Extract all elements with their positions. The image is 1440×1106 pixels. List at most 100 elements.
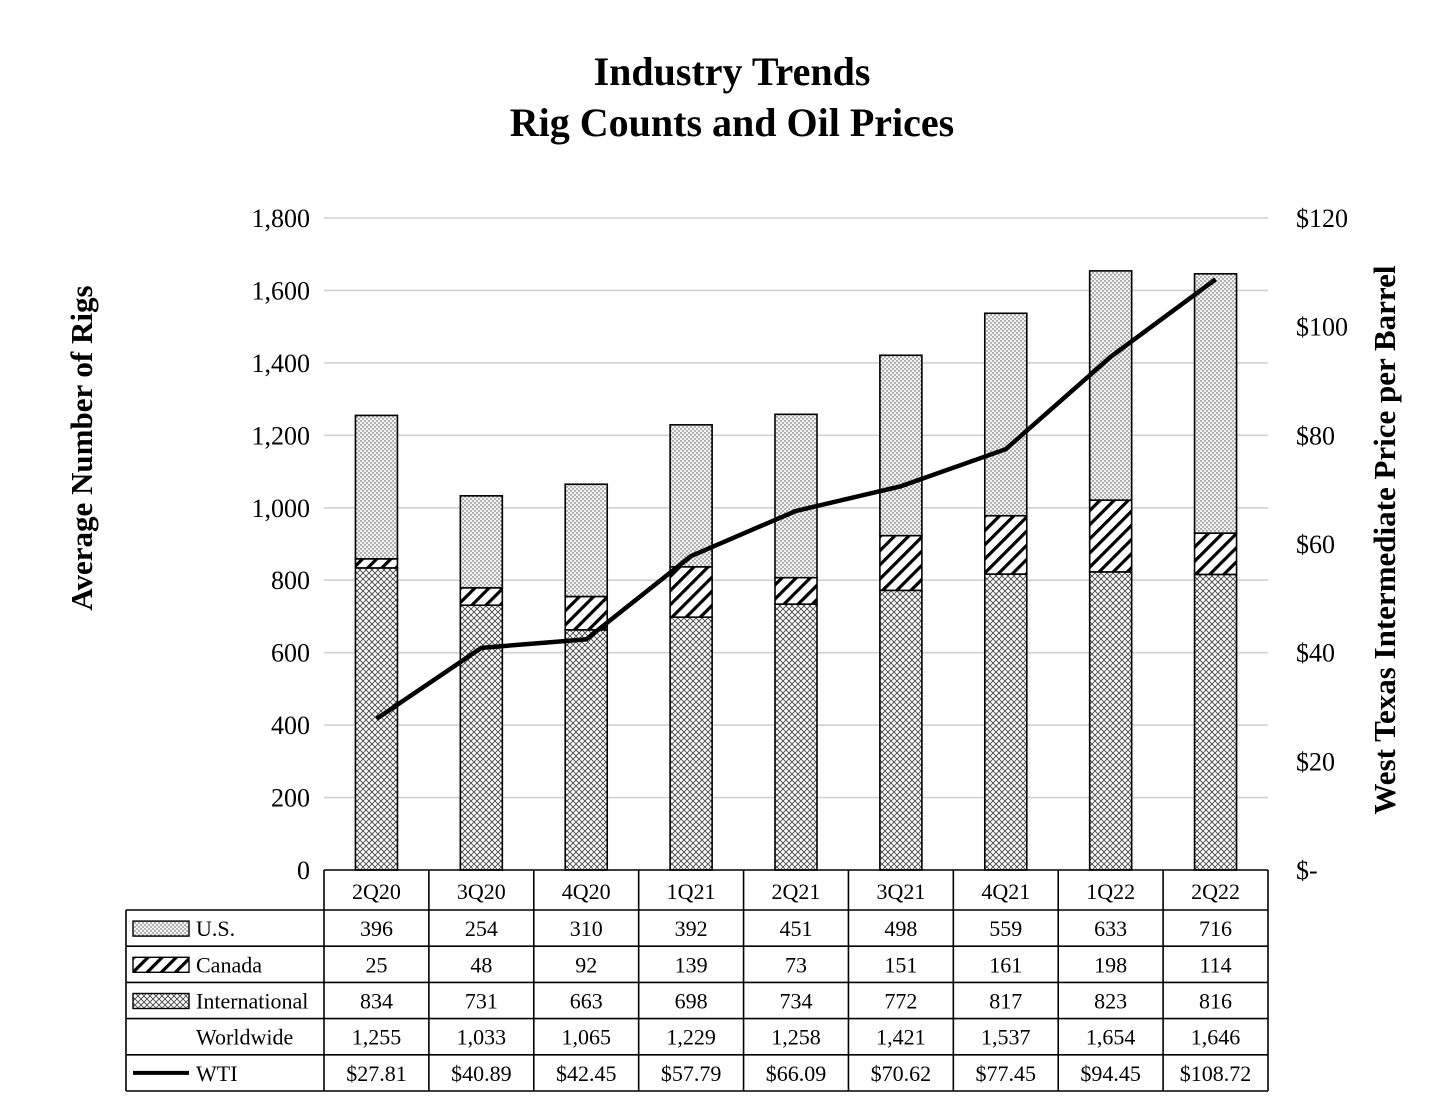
table-cell: 1,646 [1191,1025,1241,1050]
wti-line [375,277,1217,721]
y2-tick-label: $60 [1296,530,1335,559]
table-cell: 451 [780,916,813,941]
y2-tick-label: $100 [1296,313,1348,342]
x-category-label: 3Q21 [876,879,925,904]
table-cell: 633 [1094,916,1127,941]
legend-label: U.S. [196,916,235,941]
table-cell: 498 [884,916,917,941]
table-cell: 73 [785,952,807,977]
y-tick-label: 1,400 [252,349,311,378]
table-cell: 25 [365,952,387,977]
bar-international [1088,571,1133,871]
table-cell: 816 [1199,989,1232,1014]
table-cell: 92 [575,952,597,977]
table-cell: 1,255 [352,1025,402,1050]
table-cell: 254 [465,916,498,941]
y-tick-label: 1,600 [252,276,311,305]
table-cell: 834 [360,989,393,1014]
bar-canada [1088,499,1133,573]
table-cell: 716 [1199,916,1232,941]
bar-canada [774,576,818,605]
bar-canada [983,514,1028,575]
table-cell: 48 [470,952,492,977]
y-tick-label: 800 [271,566,310,595]
table-cell: 772 [884,989,917,1014]
table-cell: 161 [989,952,1022,977]
x-category-label: 2Q22 [1191,879,1240,904]
table-cell: $108.72 [1180,1061,1252,1086]
y2-tick-label: $40 [1296,639,1335,668]
table-cell: 731 [465,989,498,1014]
bar-us [879,354,923,537]
table-cell: 198 [1094,952,1127,977]
table-cell: $57.79 [661,1061,722,1086]
bar-canada [879,534,923,592]
bar-international [1193,573,1238,871]
legend-label: International [196,989,308,1014]
table-cell: 139 [675,952,708,977]
bar-us [774,413,818,579]
wti-line-layer [375,277,1217,721]
y2-axis-title: West Texas Intermediate Price per Barrel [1367,265,1402,814]
bars [354,270,1238,871]
x-category-label: 2Q20 [352,879,401,904]
bar-canada [669,566,713,618]
y-tick-label: 0 [297,856,310,885]
x-category-label: 2Q21 [772,879,821,904]
bar-canada [354,558,399,569]
table-cell: 698 [675,989,708,1014]
bar-us [1193,272,1238,534]
table-cell: 734 [780,989,813,1014]
table-cell: 1,537 [981,1025,1031,1050]
bar-us [354,414,399,560]
table-cell: 396 [360,916,393,941]
table-cell: $27.81 [346,1061,407,1086]
table-cell: 1,421 [876,1025,926,1050]
bar-us [564,483,609,598]
table-cell: $70.62 [871,1061,932,1086]
table-cell: $94.45 [1080,1061,1141,1086]
bar-international [879,589,923,871]
x-category-label: 1Q22 [1086,879,1135,904]
table-cell: $40.89 [451,1061,512,1086]
bar-us [983,312,1028,517]
bar-canada [459,587,504,607]
legend-key-international [132,992,190,1010]
table-cell: 310 [570,916,603,941]
table-cell: 1,654 [1086,1025,1136,1050]
y-axis-title: Average Number of Rigs [64,285,99,610]
legend-key-canada [132,956,190,973]
legend-label: Worldwide [196,1025,293,1050]
x-category-label: 4Q20 [562,879,611,904]
table-cell: 151 [884,952,917,977]
table-cell: 392 [675,916,708,941]
table-cell: $42.45 [556,1061,617,1086]
chart-title-line-2: Rig Counts and Oil Prices [510,100,954,145]
y-tick-label: 1,800 [252,204,311,233]
y2-tick-label: $20 [1296,747,1335,776]
legend-label: WTI [196,1061,238,1086]
bar-us [669,424,713,568]
data-table: 2Q20 3Q20 4Q20 1Q21 2Q21 3Q21 4Q21 1Q22 2Q22 U.S.… [125,869,1269,1092]
table-cell: 114 [1199,952,1231,977]
y-tick-label: 600 [271,639,310,668]
bar-canada [564,595,609,631]
x-category-label: 1Q21 [667,879,716,904]
table-cell: $66.09 [766,1061,827,1086]
y2-tick-label: $- [1296,856,1318,885]
table-cell: 1,258 [771,1025,821,1050]
y-tick-label: 1,200 [252,421,311,450]
bar-international [669,616,713,871]
table-cell: 823 [1094,989,1127,1014]
x-category-label: 3Q20 [457,879,506,904]
y2-tick-label: $80 [1296,421,1335,450]
y-tick-label: 400 [271,711,310,740]
y2-tick-label: $120 [1296,204,1348,233]
legend-key-us [132,920,190,937]
bar-international [564,629,609,871]
chart-title-line-1: Industry Trends [594,49,871,94]
table-cell: 1,065 [561,1025,611,1050]
bar-canada [1193,532,1238,576]
legend-label: Canada [196,952,262,977]
